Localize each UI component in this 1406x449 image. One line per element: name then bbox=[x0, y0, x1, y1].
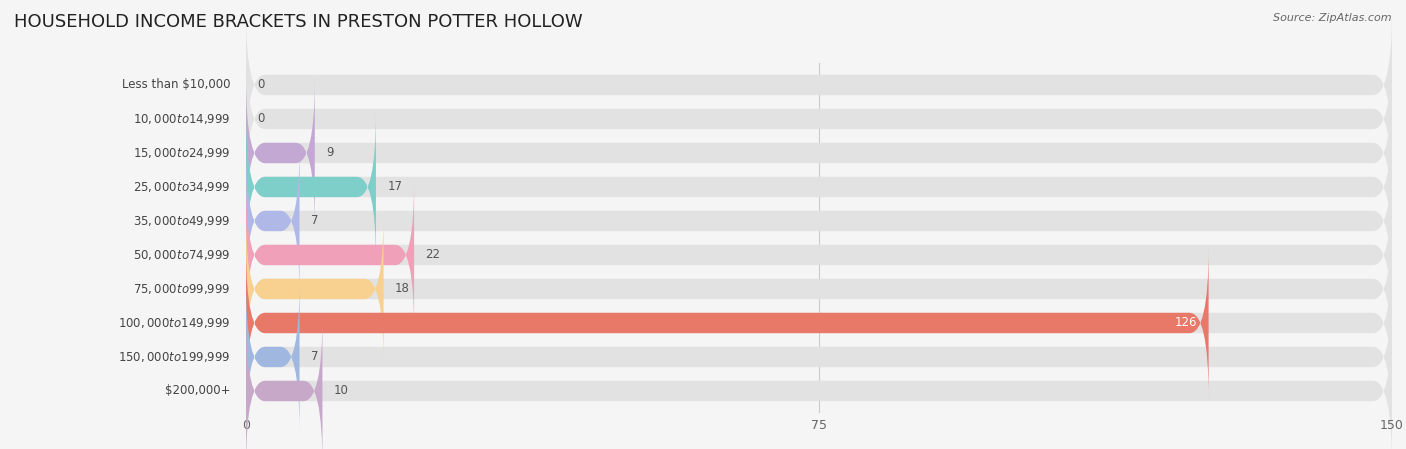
Text: Source: ZipAtlas.com: Source: ZipAtlas.com bbox=[1274, 13, 1392, 23]
Text: $150,000 to $199,999: $150,000 to $199,999 bbox=[118, 350, 231, 364]
Text: $50,000 to $74,999: $50,000 to $74,999 bbox=[134, 248, 231, 262]
FancyBboxPatch shape bbox=[246, 78, 1392, 228]
FancyBboxPatch shape bbox=[246, 44, 1392, 194]
FancyBboxPatch shape bbox=[246, 146, 1392, 296]
FancyBboxPatch shape bbox=[246, 112, 1392, 262]
Text: 7: 7 bbox=[311, 351, 319, 364]
Text: 18: 18 bbox=[395, 282, 411, 295]
Text: $35,000 to $49,999: $35,000 to $49,999 bbox=[134, 214, 231, 228]
Text: 9: 9 bbox=[326, 146, 333, 159]
FancyBboxPatch shape bbox=[246, 214, 384, 364]
FancyBboxPatch shape bbox=[246, 146, 299, 296]
Text: HOUSEHOLD INCOME BRACKETS IN PRESTON POTTER HOLLOW: HOUSEHOLD INCOME BRACKETS IN PRESTON POT… bbox=[14, 13, 582, 31]
Text: $200,000+: $200,000+ bbox=[166, 384, 231, 397]
FancyBboxPatch shape bbox=[246, 316, 1392, 449]
Text: 10: 10 bbox=[333, 384, 349, 397]
FancyBboxPatch shape bbox=[246, 248, 1209, 398]
FancyBboxPatch shape bbox=[246, 282, 1392, 432]
Text: $100,000 to $149,999: $100,000 to $149,999 bbox=[118, 316, 231, 330]
FancyBboxPatch shape bbox=[246, 180, 1392, 330]
Text: Less than $10,000: Less than $10,000 bbox=[122, 79, 231, 92]
Text: $25,000 to $34,999: $25,000 to $34,999 bbox=[134, 180, 231, 194]
Text: 0: 0 bbox=[257, 79, 264, 92]
FancyBboxPatch shape bbox=[246, 78, 315, 228]
FancyBboxPatch shape bbox=[246, 10, 1392, 160]
Text: 17: 17 bbox=[388, 180, 402, 194]
Text: $10,000 to $14,999: $10,000 to $14,999 bbox=[134, 112, 231, 126]
FancyBboxPatch shape bbox=[246, 180, 415, 330]
Text: 22: 22 bbox=[426, 248, 440, 261]
Text: 126: 126 bbox=[1174, 317, 1197, 330]
FancyBboxPatch shape bbox=[246, 282, 299, 432]
FancyBboxPatch shape bbox=[246, 214, 1392, 364]
FancyBboxPatch shape bbox=[246, 316, 322, 449]
FancyBboxPatch shape bbox=[246, 112, 375, 262]
FancyBboxPatch shape bbox=[246, 248, 1392, 398]
Text: 0: 0 bbox=[257, 112, 264, 125]
Text: 7: 7 bbox=[311, 215, 319, 228]
Text: $15,000 to $24,999: $15,000 to $24,999 bbox=[134, 146, 231, 160]
Text: $75,000 to $99,999: $75,000 to $99,999 bbox=[134, 282, 231, 296]
